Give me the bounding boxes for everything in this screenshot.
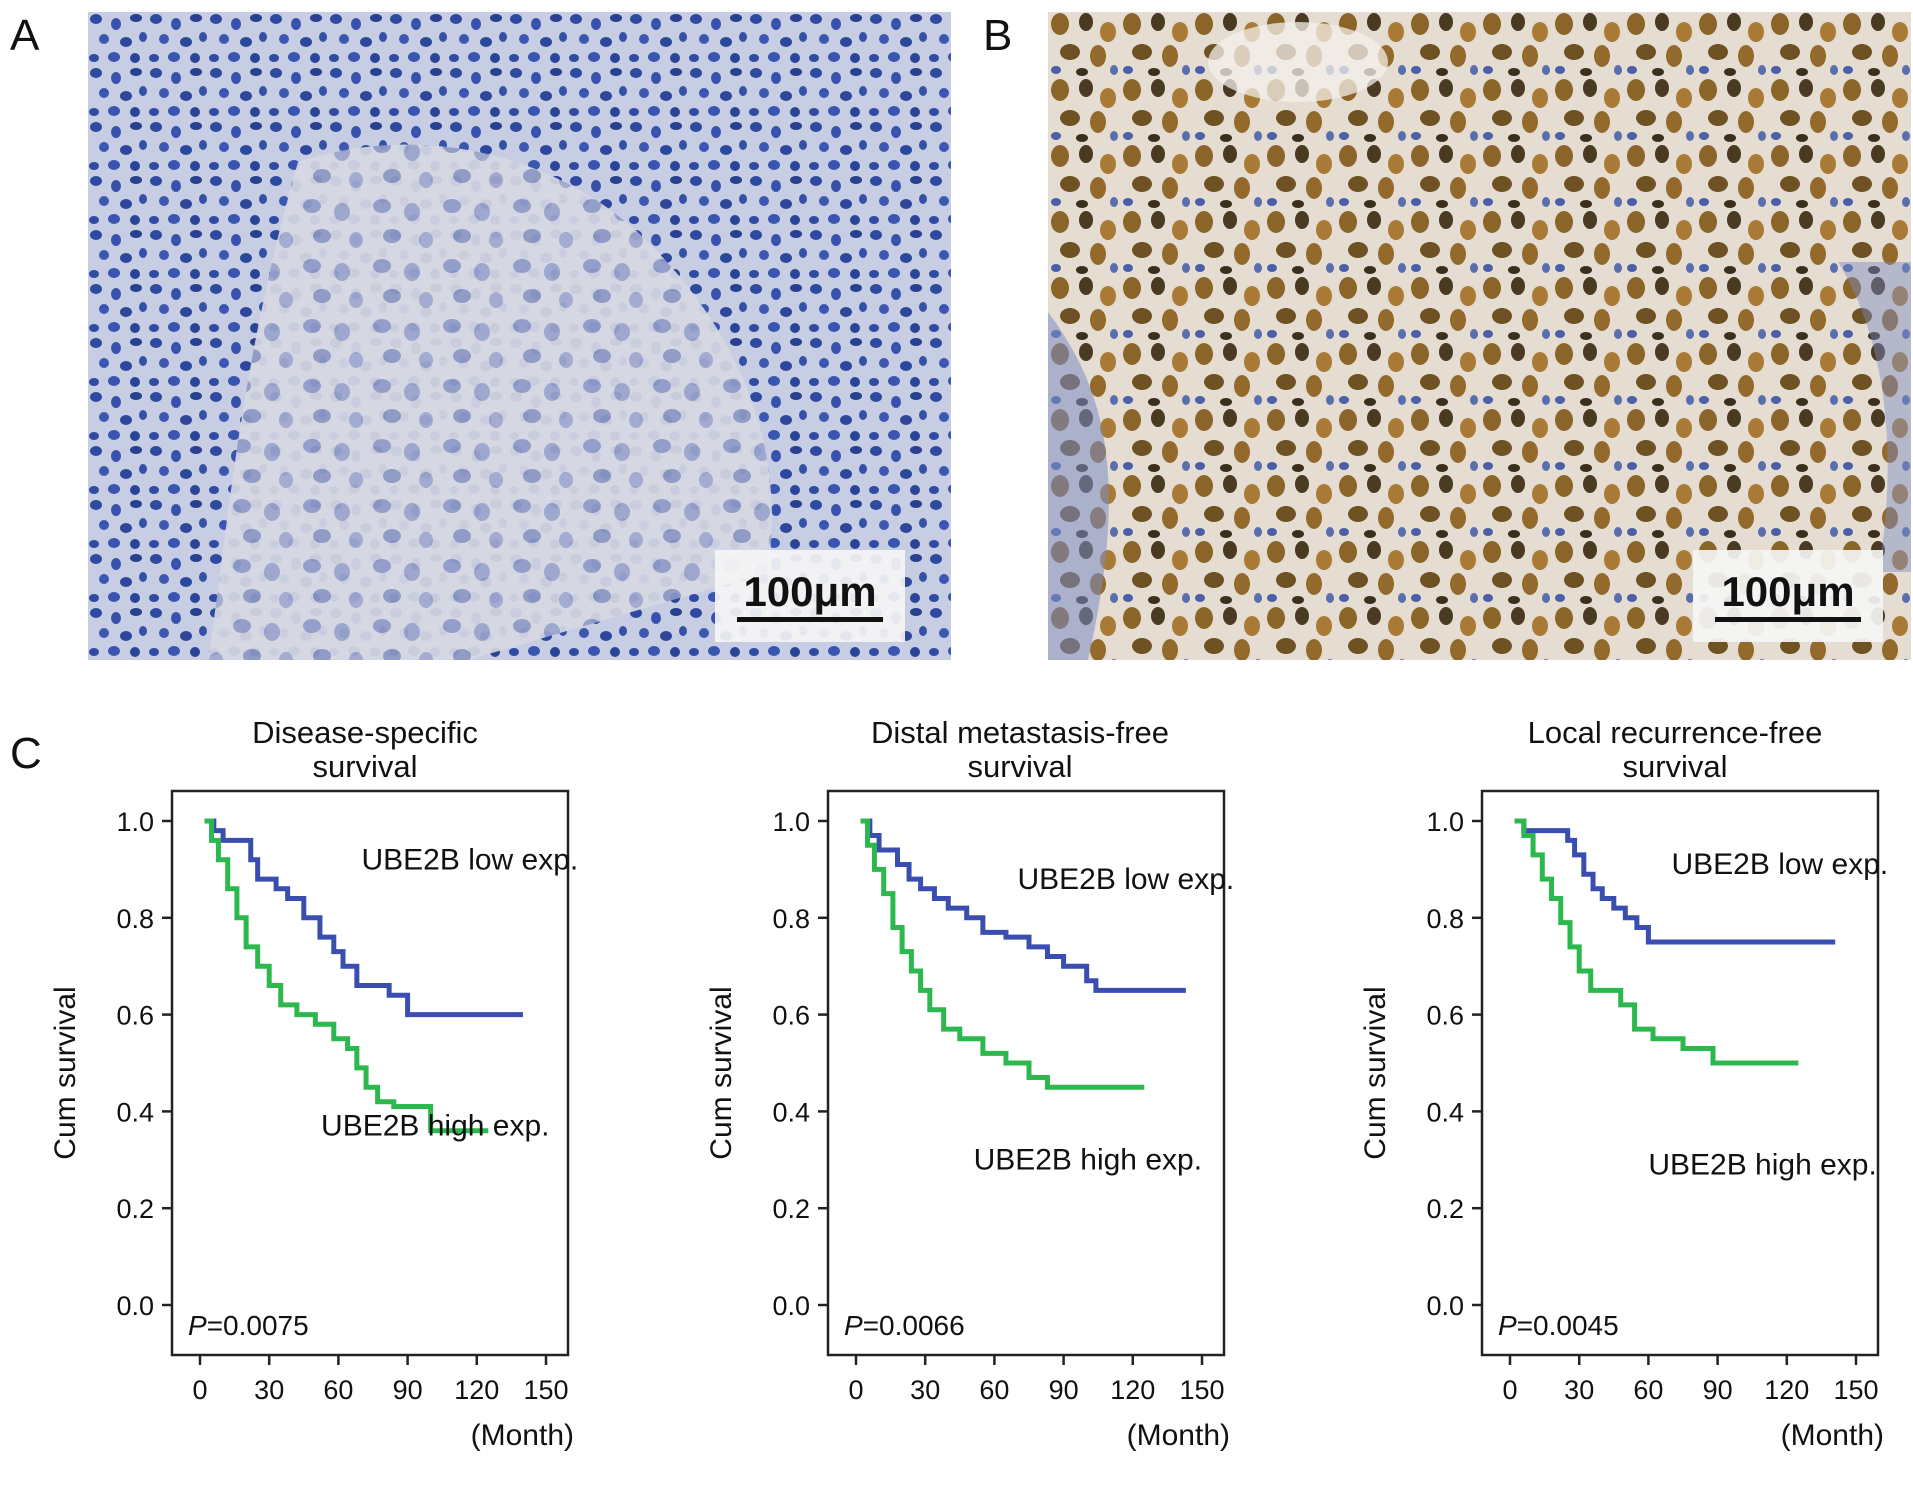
plot-3-frame	[1480, 789, 1880, 1357]
plot-3-series-label-high: UBE2B high exp.	[1648, 1148, 1876, 1181]
scale-bar-a-label: 100μm	[743, 568, 877, 615]
plot-1-ytick-label: 1.0	[116, 807, 154, 837]
plot-3-ytick-label: 0.4	[1426, 1097, 1464, 1127]
plot-2-ytick-label: 0.8	[772, 904, 810, 934]
plot-1-xlabel: (Month)	[471, 1419, 574, 1452]
scale-bar-a-line	[737, 617, 883, 622]
plot-3-title: Local recurrence-free survival	[1470, 716, 1880, 784]
plot-2-title-line-2: survival	[967, 749, 1073, 784]
plot-1-curve-low	[204, 818, 523, 1018]
plot-1-ytick-label: 0.2	[116, 1194, 154, 1224]
plot-2-curve-low	[860, 818, 1186, 993]
plot-3-xtick-label: 120	[1764, 1375, 1809, 1405]
plot-3-ytick-label: 1.0	[1426, 807, 1464, 837]
plot-1-series-label-low: UBE2B low exp.	[361, 843, 578, 876]
plot-3-xtick-label: 30	[1564, 1375, 1594, 1405]
plot-3-xlabel: (Month)	[1781, 1419, 1884, 1452]
plot-1-xtick-label: 90	[393, 1375, 423, 1405]
plot-2-ytick-label: 0.6	[772, 1001, 810, 1031]
plot-1-ytick-label: 0.0	[116, 1291, 154, 1321]
plot-2-xtick-label: 120	[1110, 1375, 1155, 1405]
plot-2-title: Distal metastasis-free survival	[815, 716, 1225, 784]
plot-2-p-value: P=0.0066	[844, 1310, 965, 1341]
plot-2-ytick-label: 0.2	[772, 1194, 810, 1224]
plot-1-ylabel: Cum survival	[49, 986, 82, 1159]
panel-b-label: B	[983, 11, 1013, 60]
plot-1-curve-high	[204, 818, 489, 1134]
plot-2-xlabel: (Month)	[1127, 1419, 1230, 1452]
plot-2-xtick-label: 30	[910, 1375, 940, 1405]
plot-3-ytick-label: 0.8	[1426, 904, 1464, 934]
plot-3-curve-low	[1514, 818, 1836, 945]
plot-1-xtick-label: 150	[523, 1375, 568, 1405]
plot-2-frame	[826, 789, 1226, 1357]
plot-3-series-label-low: UBE2B low exp.	[1671, 848, 1888, 881]
plot-3-ytick-label: 0.0	[1426, 1291, 1464, 1321]
plot-3-ylabel: Cum survival	[1359, 986, 1392, 1159]
plot-2-title-line-1: Distal metastasis-free	[870, 715, 1170, 750]
plot-3-xtick-label: 60	[1633, 1375, 1663, 1405]
plot-1-title-line-1: Disease-specific	[252, 715, 478, 750]
plot-3-xtick-label: 90	[1703, 1375, 1733, 1405]
plot-3-title-line-1: Local recurrence-free	[1527, 715, 1823, 750]
scale-bar-b-label: 100μm	[1721, 568, 1855, 615]
plot-1-ytick-label: 0.4	[116, 1097, 154, 1127]
plot-1-ytick-label: 0.6	[116, 1001, 154, 1031]
plot-3-ytick-label: 0.6	[1426, 1001, 1464, 1031]
scale-bar-b: 100μm	[1693, 550, 1883, 642]
plot-2-xtick-label: 60	[979, 1375, 1009, 1405]
plot-1-p-value: P=0.0075	[188, 1310, 309, 1341]
plot-2-ytick-label: 0.0	[772, 1291, 810, 1321]
plot-3-ytick-label: 0.2	[1426, 1194, 1464, 1224]
plot-2-series-label-low: UBE2B low exp.	[1017, 863, 1234, 896]
panel-a-label: A	[10, 11, 40, 60]
plot-2-xtick-label: 0	[848, 1375, 863, 1405]
plot-1-title: Disease-specific survival	[160, 716, 570, 784]
plot-1-title-line-2: survival	[312, 749, 418, 784]
plot-1-xtick-label: 60	[323, 1375, 353, 1405]
plot-2-ytick-label: 0.4	[772, 1097, 810, 1127]
plot-1-xtick-label: 30	[254, 1375, 284, 1405]
plot-2-xtick-label: 150	[1179, 1375, 1224, 1405]
plot-3-xtick-label: 150	[1833, 1375, 1878, 1405]
plot-1-frame	[170, 789, 570, 1357]
scale-bar-a: 100μm	[715, 550, 905, 642]
scale-bar-b-line	[1715, 617, 1861, 622]
plot-3-xtick-label: 0	[1502, 1375, 1517, 1405]
plot-2-ylabel: Cum survival	[705, 986, 738, 1159]
plot-2-series-label-high: UBE2B high exp.	[974, 1143, 1202, 1176]
plot-1-xtick-label: 0	[192, 1375, 207, 1405]
plot-3-title-line-2: survival	[1622, 749, 1728, 784]
plot-2-ytick-label: 1.0	[772, 807, 810, 837]
plot-3-p-value: P=0.0045	[1498, 1310, 1619, 1341]
plot-1-ytick-label: 0.8	[116, 904, 154, 934]
plot-1-series-label-high: UBE2B high exp.	[321, 1110, 549, 1143]
plot-3-curve-high	[1514, 818, 1799, 1066]
plot-2-xtick-label: 90	[1049, 1375, 1079, 1405]
plot-1-xtick-label: 120	[454, 1375, 499, 1405]
plot-2-curve-high	[860, 818, 1145, 1090]
panel-c-label: C	[10, 729, 42, 778]
